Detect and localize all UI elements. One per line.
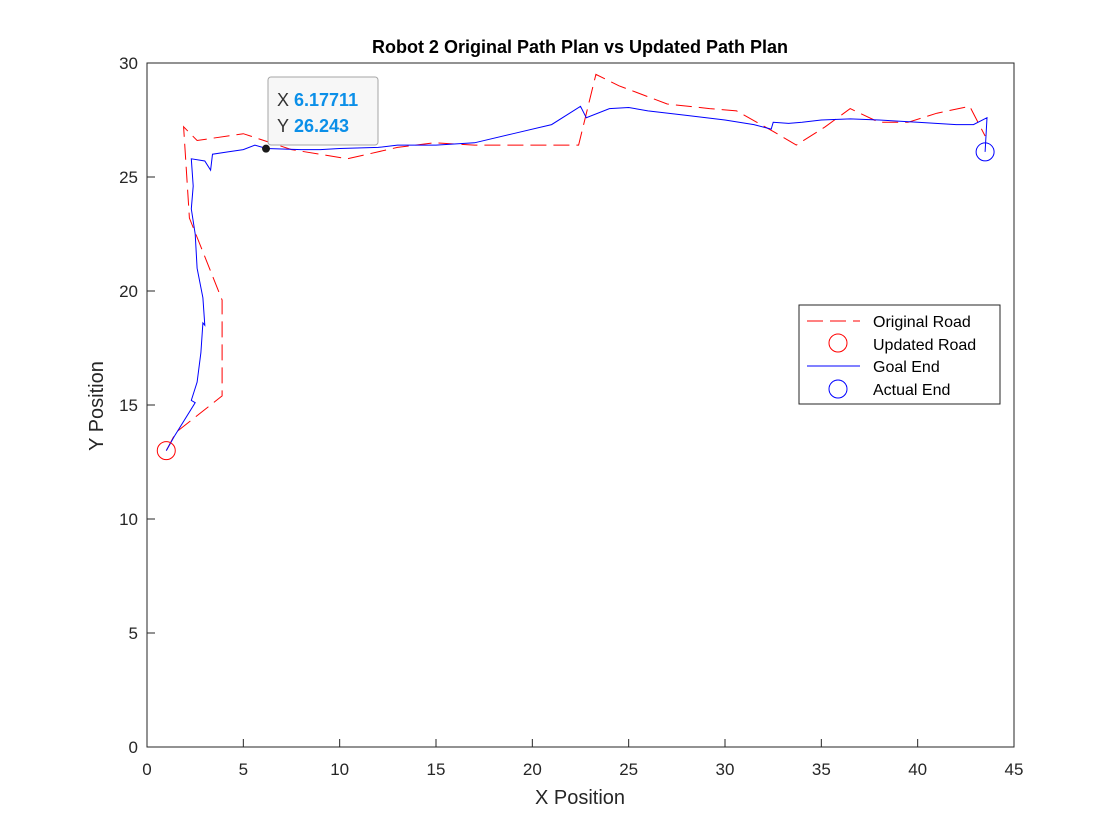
x-tick-label: 5 — [239, 760, 248, 779]
x-tick-label: 30 — [716, 760, 735, 779]
legend-label-original-road: Original Road — [873, 314, 971, 331]
x-tick-label: 35 — [812, 760, 831, 779]
x-axis-label: X Position — [535, 787, 625, 809]
legend-swatch-updated-road — [828, 333, 848, 353]
x-tick-label: 25 — [619, 760, 638, 779]
series-line-goal-end — [165, 105, 988, 451]
datatip-x-value: 6.17711 — [294, 90, 358, 110]
legend-label-goal-end: Goal End — [873, 359, 940, 376]
legend: Original Road Updated Road Goal End Actu… — [798, 304, 1001, 405]
plot-area — [146, 62, 1015, 748]
datatip-y-value: 26.243 — [294, 116, 349, 136]
y-tick-label: 15 — [119, 396, 138, 415]
series-line-original-road — [165, 73, 986, 451]
datatip[interactable]: X 6.17711 Y 26.243 — [262, 76, 379, 153]
marker-actual-end — [975, 142, 995, 162]
x-tick-label: 0 — [142, 760, 151, 779]
y-axis-label: Y Position — [86, 361, 108, 451]
marker-updated-road — [156, 441, 176, 461]
y-tick-label: 25 — [119, 168, 138, 187]
datatip-x-row: X 6.17711 — [277, 90, 358, 110]
y-tick-label: 5 — [129, 624, 138, 643]
y-tick-label: 10 — [119, 510, 138, 529]
series-group — [165, 73, 988, 451]
y-tick-label: 20 — [119, 282, 138, 301]
y-tick-label: 30 — [119, 54, 138, 73]
x-tick-label: 45 — [1005, 760, 1024, 779]
chart-title: Robot 2 Original Path Plan vs Updated Pa… — [372, 37, 788, 57]
y-tick-label: 0 — [129, 738, 138, 757]
legend-label-actual-end: Actual End — [873, 382, 950, 399]
datatip-y-row: Y 26.243 — [277, 116, 349, 136]
x-tick-label: 20 — [523, 760, 542, 779]
datatip-point[interactable] — [262, 144, 271, 153]
legend-swatch-actual-end — [828, 379, 848, 399]
x-tick-label: 15 — [427, 760, 446, 779]
x-tick-label: 10 — [330, 760, 349, 779]
legend-label-updated-road: Updated Road — [873, 337, 976, 354]
datatip-x-label: X — [277, 90, 289, 110]
datatip-y-label: Y — [277, 116, 289, 136]
axis-ticks: 0 5 10 15 20 25 30 35 40 45 0 5 10 15 20 25 30 — [119, 54, 1023, 779]
marker-group — [156, 142, 995, 461]
datatip-box — [267, 76, 379, 146]
x-tick-label: 40 — [908, 760, 927, 779]
